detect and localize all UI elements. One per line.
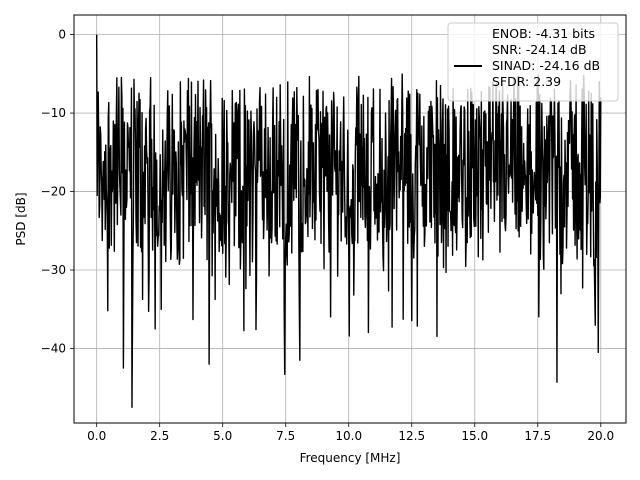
x-tick-label: 20.0: [587, 429, 614, 443]
x-axis-label: Frequency [MHz]: [300, 451, 401, 465]
x-tick-label: 15.0: [461, 429, 488, 443]
y-tick-label: −30: [41, 263, 66, 277]
x-axis-ticks: 0.0 2.5 5.0 7.5 10.0 12.5 15.0 17.5 20.0: [87, 423, 614, 443]
plot-series: [95, 34, 602, 409]
x-tick-label: 12.5: [398, 429, 425, 443]
legend-entry: ENOB: -4.31 bits: [492, 26, 595, 41]
x-tick-label: 2.5: [150, 429, 169, 443]
y-tick-label: −40: [41, 341, 66, 355]
legend-entry: SFDR: 2.39: [492, 74, 561, 89]
x-tick-label: 17.5: [524, 429, 551, 443]
y-tick-label: −10: [41, 106, 66, 120]
y-tick-label: 0: [58, 28, 66, 42]
axes-frame: [73, 14, 627, 424]
y-axis-label: PSD [dB]: [14, 192, 28, 245]
x-tick-label: 7.5: [276, 429, 295, 443]
y-tick-label: −20: [41, 185, 66, 199]
x-tick-label: 10.0: [335, 429, 362, 443]
x-tick-label: 0.0: [87, 429, 106, 443]
legend-box: [447, 22, 619, 102]
y-axis-ticks: 0 −10 −20 −30 −40: [41, 28, 74, 355]
legend-entry: SINAD: -24.16 dB: [492, 58, 600, 73]
legend-entry: SNR: -24.14 dB: [492, 42, 587, 57]
psd-series-line: [95, 34, 602, 409]
x-tick-label: 5.0: [213, 429, 232, 443]
